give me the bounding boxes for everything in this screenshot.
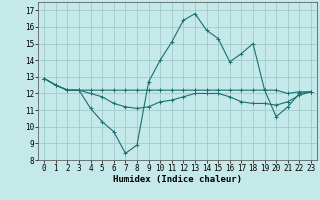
X-axis label: Humidex (Indice chaleur): Humidex (Indice chaleur) — [113, 175, 242, 184]
